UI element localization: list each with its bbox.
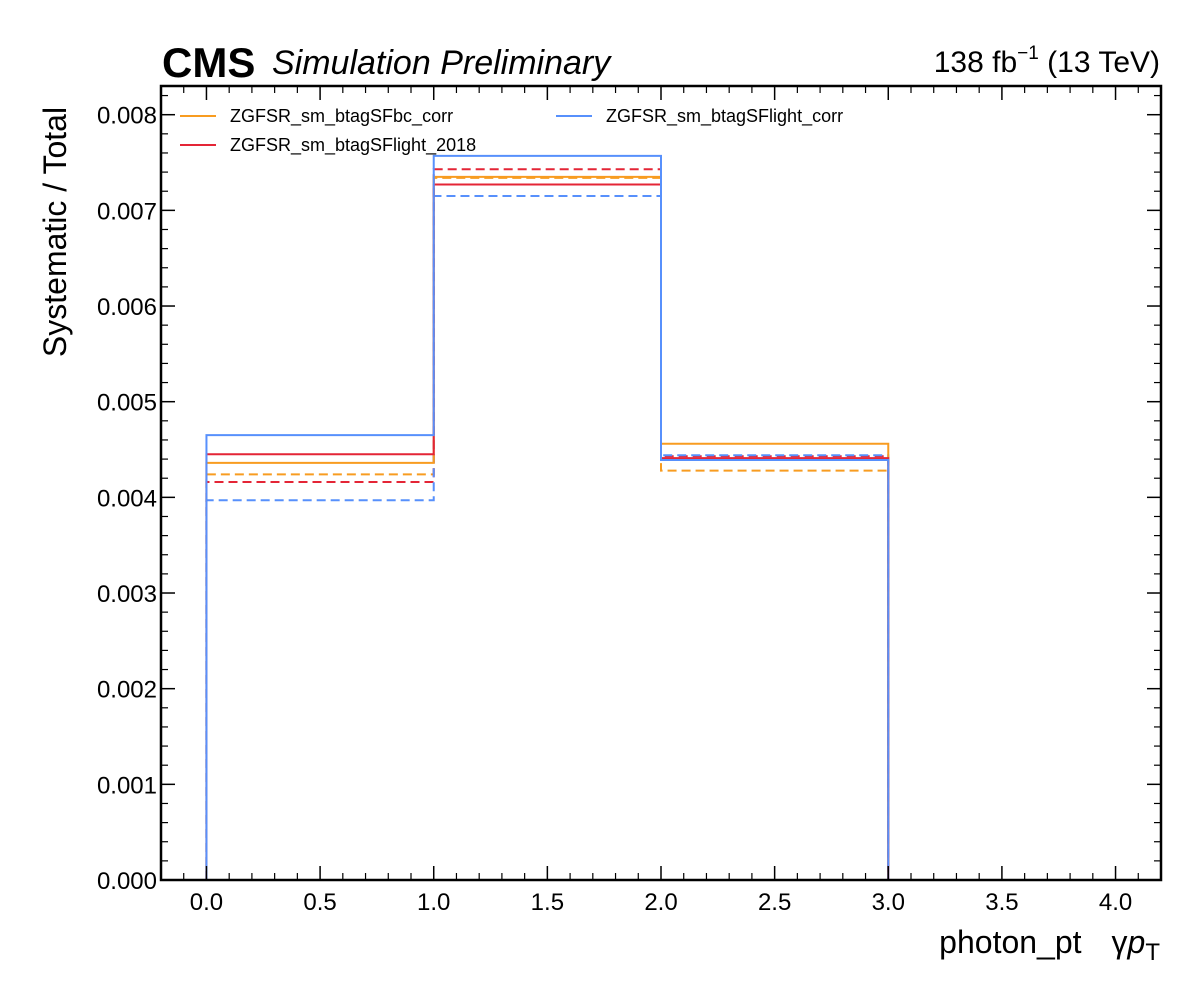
y-tick-label: 0.000 [97,868,157,895]
series-2-up-line [205,183,890,880]
luminosity-label: 138 fb−1 (13 TeV) [934,43,1160,79]
y-tick-label: 0.003 [97,581,157,608]
plot-area: 0.0 0.5 1.0 1.5 2.0 2.5 3.0 3.5 4.0 0.000 0.001 0.0… [97,84,1163,916]
x-tick-label: 1.0 [417,889,450,916]
x-tick-label: 1.5 [531,889,564,916]
x-tick-label: 3.5 [985,889,1018,916]
experiment-label: CMS [162,39,255,86]
y-tick-label: 0.006 [97,294,157,321]
y-tick-label: 0.007 [97,198,157,225]
x-tick-label: 2.0 [644,889,677,916]
y-tick-label: 0.008 [97,103,157,130]
legend-label-1: ZGFSR_sm_btagSFbc_corr [230,106,453,127]
y-tick-label: 0.002 [97,677,157,704]
y-tick-label: 0.005 [97,390,157,417]
series-1-down-line [205,176,890,880]
x-tick-label: 4.0 [1099,889,1132,916]
series-3-up-line [205,154,890,880]
y-axis-title: Systematic / Total [37,107,73,357]
x-axis-title: photon_pt γpT [939,924,1160,966]
x-tick-label: 3.0 [872,889,905,916]
legend-label-2: ZGFSR_sm_btagSFlight_2018 [230,135,476,156]
series-1-up-line [205,175,890,880]
x-tick-label: 2.5 [758,889,791,916]
x-tick-label: 0.0 [190,889,223,916]
series-2-down-line [205,168,890,880]
y-tick-label: 0.004 [97,485,157,512]
series-3-down-line [205,195,890,880]
legend-label-3: ZGFSR_sm_btagSFlight_corr [606,106,843,127]
x-tick-label: 0.5 [303,889,336,916]
status-label: Simulation Preliminary [272,44,612,82]
y-tick-label: 0.001 [97,772,157,799]
